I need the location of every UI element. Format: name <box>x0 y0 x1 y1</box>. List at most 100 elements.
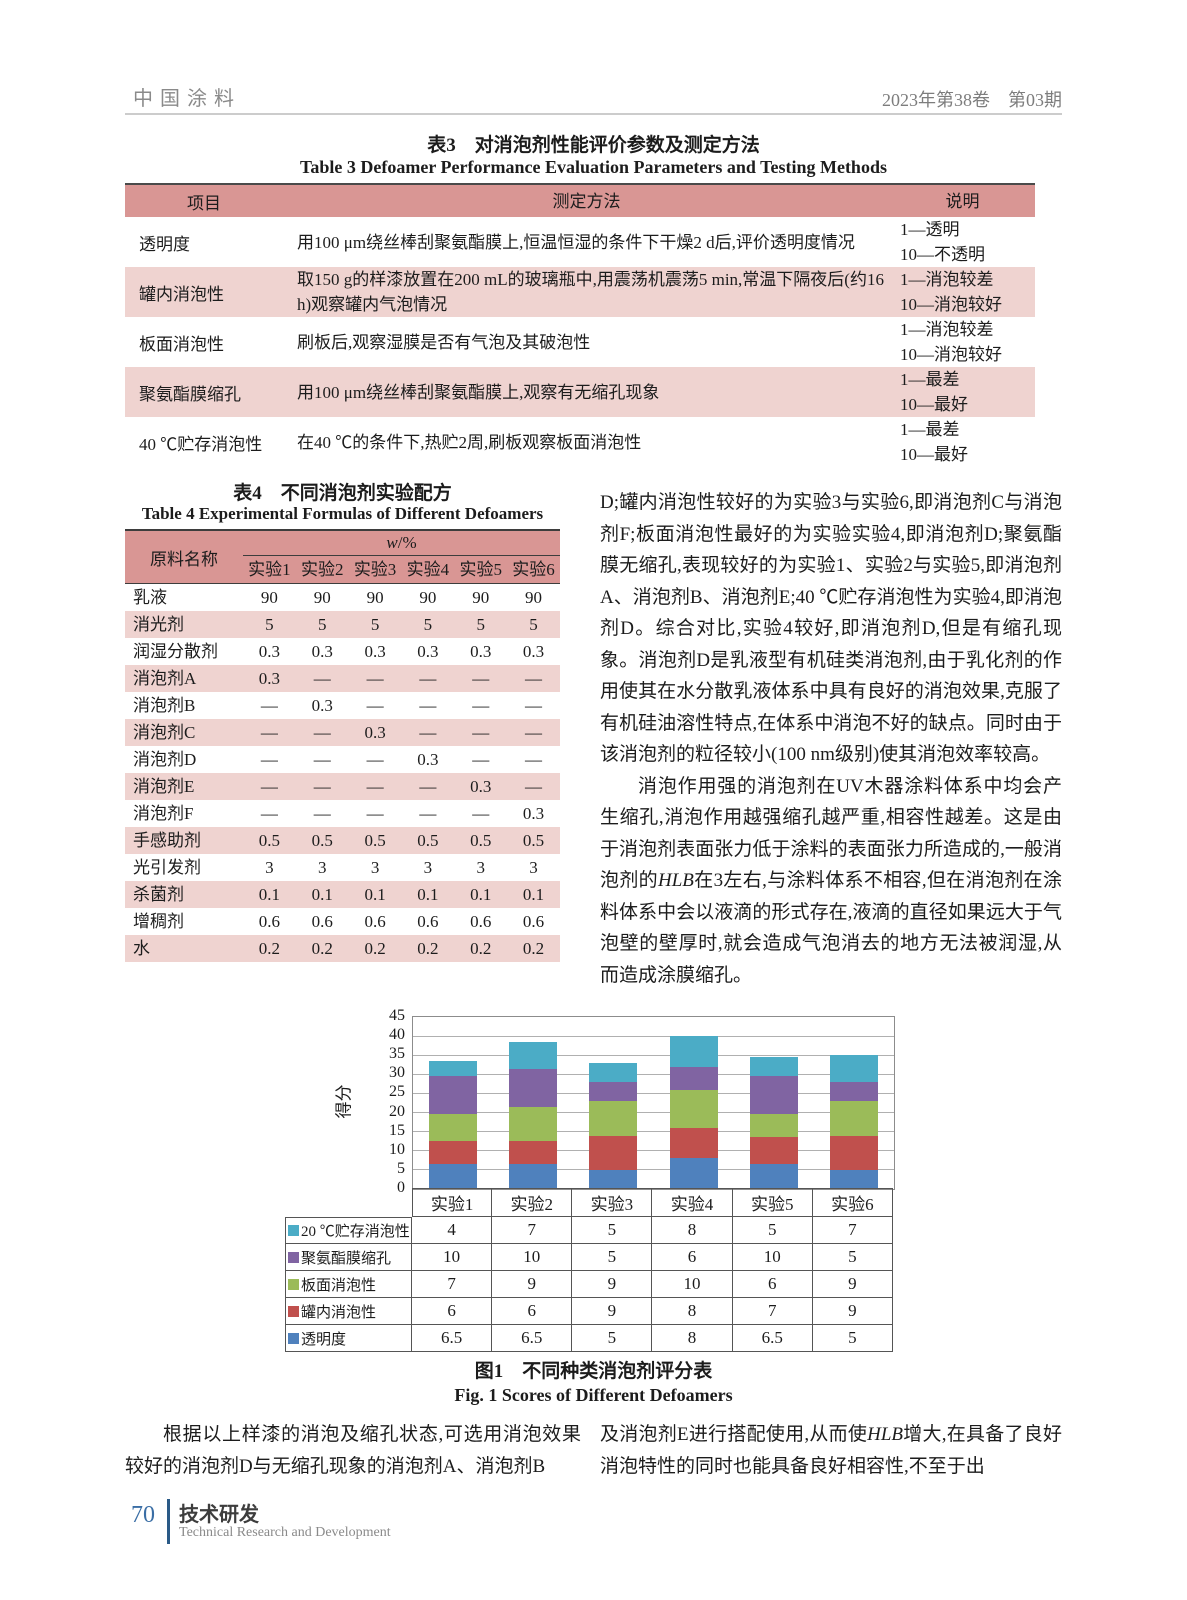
table4-value-cell: 0.3 <box>470 642 492 661</box>
figure-table-value-cell: 8 <box>652 1325 733 1352</box>
chart-gridline <box>413 1035 894 1037</box>
hlb-term-2: HLB <box>867 1424 903 1445</box>
figure-table-value-cell: 6.5 <box>732 1325 813 1352</box>
bar-segment-20 ℃贮存消泡性-实验4 <box>669 1036 718 1067</box>
table4-value-cell: — <box>366 696 384 715</box>
table4-value-cell: 0.6 <box>258 912 281 931</box>
chart-gridline <box>413 1092 894 1094</box>
table4-material-label: 光引发剂 <box>133 858 201 877</box>
bar-segment-透明度-实验3 <box>589 1169 638 1189</box>
table3-title-cn: 表3 对消泡剂性能评价参数及测定方法 <box>427 135 760 156</box>
figure-table-value-cell: 7 <box>492 1217 573 1244</box>
table3-method-cell: 在40 ℃的条件下,热贮2周,刷板观察板面消泡性 <box>297 432 642 452</box>
figure-table-value-cell: 9 <box>572 1298 653 1325</box>
bar-segment-20 ℃贮存消泡性-实验2 <box>509 1041 558 1069</box>
table4-value-cell: — <box>260 750 278 769</box>
figure-table-value-cell: 9 <box>492 1271 573 1298</box>
figure-table-value-cell: 8 <box>652 1298 733 1325</box>
table4-value-cell: 0.3 <box>364 723 386 742</box>
table4-value-cell: — <box>525 669 543 688</box>
bar-segment-20 ℃贮存消泡性-实验5 <box>749 1057 798 1077</box>
table4-value-cell: — <box>525 750 543 769</box>
table4-title-en: Table 4 Experimental Formulas of Differe… <box>141 504 544 523</box>
table4-value-cell: 5 <box>529 615 538 634</box>
bar-segment-聚氨酯膜缩孔-实验4 <box>669 1066 718 1090</box>
chart-gridline <box>413 1169 894 1171</box>
bar-segment-20 ℃贮存消泡性-实验3 <box>589 1062 638 1082</box>
table4-row: 增稠剂 0.6 0.6 0.6 0.6 0.6 0.6 <box>125 908 560 935</box>
table4-value-cell: 0.3 <box>311 642 333 661</box>
figure-table-value-cell: 6 <box>412 1298 493 1325</box>
table3-note-line: 1—最差 <box>900 370 960 389</box>
chart-gridline <box>413 1150 894 1152</box>
bar-segment-板面消泡性-实验2 <box>509 1106 558 1142</box>
table3-note-cell: 1—透明 10—不透明 <box>890 217 1035 267</box>
table4-value-cell: 5 <box>423 615 433 634</box>
bar-segment-板面消泡性-实验6 <box>829 1101 878 1136</box>
legend-swatch-聚氨酯膜缩孔 <box>288 1251 299 1263</box>
table4-value-cell: 90 <box>313 588 331 607</box>
bar-segment-透明度-实验2 <box>509 1164 558 1189</box>
table4-value-cell: 0.3 <box>258 642 281 661</box>
table4-value-cell: — <box>260 696 278 715</box>
table4-value-cell: 0.3 <box>258 669 281 688</box>
table4-value-cell: 0.2 <box>364 939 386 958</box>
table4-material-label: 消泡剂B <box>133 696 196 715</box>
figure-table-value-cell: 10 <box>492 1244 573 1271</box>
bar-segment-板面消泡性-实验3 <box>589 1101 638 1136</box>
bottom-left-paragraph: 根据以上样漆的消泡及缩孔状态,可选用消泡效果较好的消泡剂D与无缩孔现象的消泡剂A… <box>125 1424 581 1477</box>
figure-table-series-name: 板面消泡性 <box>301 1277 377 1294</box>
bar-segment-板面消泡性-实验4 <box>669 1089 718 1128</box>
table4-value-cell: 0.1 <box>522 885 545 904</box>
paragraph-2-part-a: 消泡作用强的消泡剂在UV木器涂料体系中均会产生缩孔,消泡作用越强缩孔越严重,相容… <box>600 775 1062 892</box>
figure-table-value-cell: 9 <box>812 1298 893 1325</box>
table4-material-label: 消泡剂F <box>133 804 194 823</box>
table3-note-line: 10—最好 <box>900 395 968 414</box>
table4-header-block: 原料名称 w/% 实验1 实验2 实验3 实验4 实验5 实验6 <box>125 531 560 584</box>
table4-value-cell: 0.3 <box>417 642 439 661</box>
bar-segment-板面消泡性-实验1 <box>429 1114 478 1142</box>
table4-value-cell: 0.2 <box>522 939 545 958</box>
figure-table-value-cell: 10 <box>732 1244 813 1271</box>
table4-row: 消光剂 5 5 5 5 5 5 <box>125 611 560 638</box>
paragraph-2: 消泡作用强的消泡剂在UV木器涂料体系中均会产生缩孔,消泡作用越强缩孔越严重,相容… <box>600 771 1062 992</box>
table4-value-cell: — <box>313 723 331 742</box>
figure-table-series-name: 透明度 <box>301 1331 347 1348</box>
table4-value-cell: 0.1 <box>258 885 281 904</box>
table4-value-cell: 0.1 <box>417 885 439 904</box>
table4-value-cell: — <box>525 723 543 742</box>
footer-section-cn: 技术研发 <box>179 1504 259 1526</box>
table4-value-cell: — <box>419 669 437 688</box>
bar-segment-20 ℃贮存消泡性-实验6 <box>829 1055 878 1082</box>
table4-value-cell: — <box>260 777 278 796</box>
bar-segment-聚氨酯膜缩孔-实验2 <box>509 1068 558 1107</box>
table4-row: 杀菌剂 0.1 0.1 0.1 0.1 0.1 0.1 <box>125 881 560 908</box>
figure-table-value-cell: 6 <box>492 1298 573 1325</box>
chart-plot-area <box>412 1016 895 1190</box>
table3-header-note: 说明 <box>945 191 980 211</box>
table4-experiment-header: 实验5 <box>459 560 502 579</box>
table4-value-cell: — <box>366 777 384 796</box>
table3-item-cell: 板面消泡性 <box>139 334 224 354</box>
table4-row: 光引发剂 3 3 3 3 3 3 <box>125 854 560 881</box>
page-number: 70 <box>131 1502 155 1528</box>
table3-note-line: 1—透明 <box>900 220 960 239</box>
y-axis-tick-label: 20 <box>389 1102 405 1120</box>
table4-value-cell: 0.5 <box>258 831 281 850</box>
table4-value-cell: 0.6 <box>522 912 545 931</box>
bottom-left-text: 根据以上样漆的消泡及缩孔状态,可选用消泡效果较好的消泡剂D与无缩孔现象的消泡剂A… <box>125 1419 581 1483</box>
figure-table-value-cell: 9 <box>572 1271 653 1298</box>
table3-header-row: 项目 测定方法 说明 <box>125 185 1035 217</box>
table4-row: 消泡剂E — — — — 0.3 — <box>125 773 560 800</box>
table3-title-en: Table 3 Defoamer Performance Evaluation … <box>300 157 887 177</box>
table3-note-cell: 1—最差 10—最好 <box>890 417 1035 467</box>
figure-table-row: 罐内消泡性 6 6 9 8 7 9 <box>285 1298 895 1325</box>
table4-title-cn: 表4 不同消泡剂实验配方 <box>233 483 452 504</box>
table3-note-line: 10—不透明 <box>900 245 985 264</box>
table3-row: 40 ℃贮存消泡性 在40 ℃的条件下,热贮2周,刷板观察板面消泡性 1—最差 10—… <box>125 417 1035 467</box>
table4-value-cell: 90 <box>260 588 278 607</box>
table3-item-cell: 聚氨酯膜缩孔 <box>139 384 241 404</box>
table3-note-cell: 1—消泡较差 10—消泡较好 <box>890 267 1035 317</box>
table4-value-cell: — <box>313 777 331 796</box>
